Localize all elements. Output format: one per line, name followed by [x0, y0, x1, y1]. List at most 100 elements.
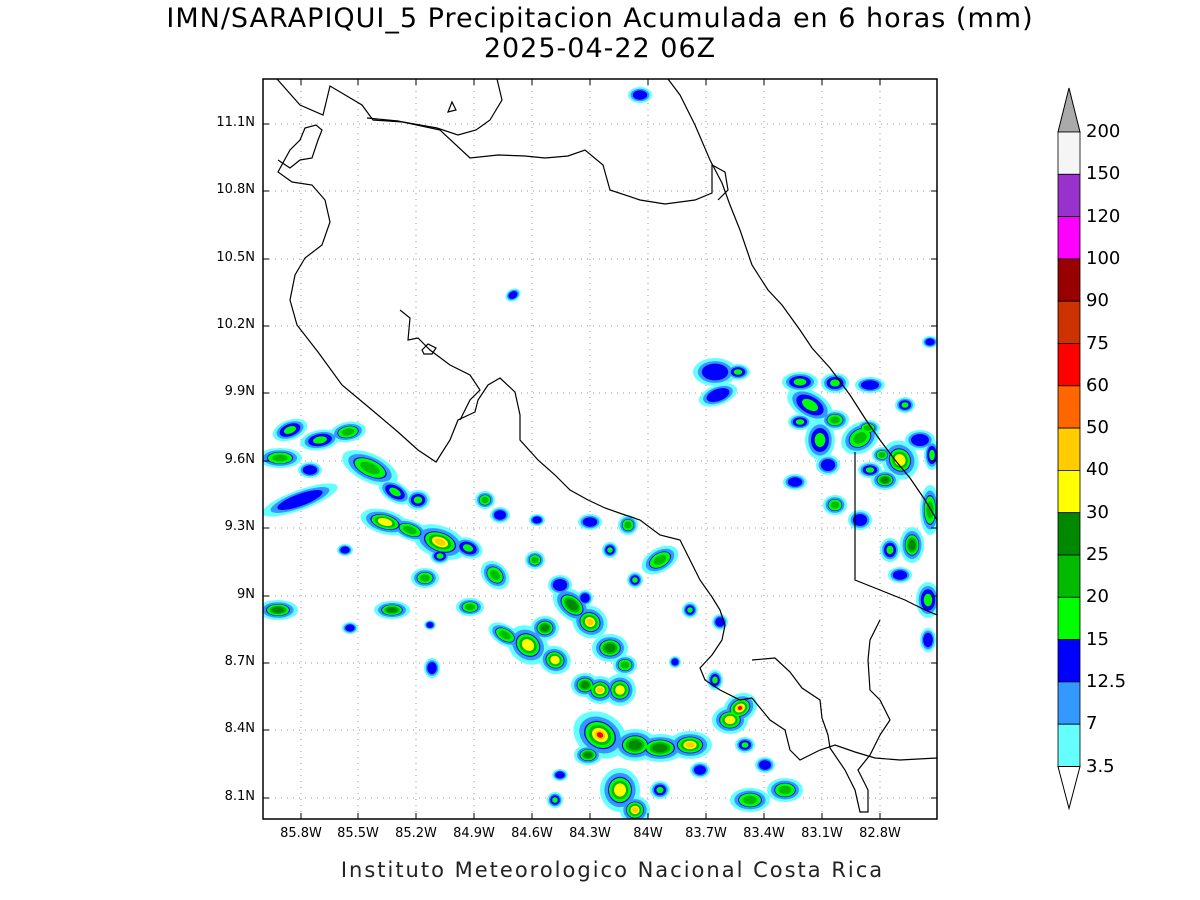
precip-cell [820, 459, 836, 471]
precip-cell [272, 607, 284, 613]
precip-cell [685, 742, 695, 748]
precip-cell [580, 593, 590, 603]
longitude-label: 84.9W [453, 826, 495, 841]
precip-cell [802, 398, 818, 412]
precip-cell [632, 807, 638, 813]
precip-cell [403, 525, 417, 535]
colorbar-segment [1057, 723, 1081, 767]
coastlines [276, 79, 937, 813]
latitude-label: 9.9N [224, 384, 255, 399]
precip-cell [272, 454, 288, 462]
precip-cell [724, 715, 736, 725]
precip-cell [341, 428, 355, 436]
precip-cell [540, 624, 550, 632]
map-title: IMN/SARAPIQUI_5 Precipitacion Acumulada … [166, 3, 1034, 34]
longitude-label: 84.3W [569, 826, 611, 841]
latitude-label: 9.6N [224, 452, 255, 467]
colorbar-segment [1057, 639, 1081, 683]
precip-cell [427, 662, 437, 674]
colorbar-segment [1057, 512, 1081, 556]
precip-cell [814, 433, 826, 447]
precip-cell [706, 388, 730, 402]
precip-cell [615, 685, 625, 695]
precip-cell [283, 426, 297, 434]
precip-cell [566, 599, 578, 611]
precip-cell [604, 643, 616, 653]
longitude-label: 84.6W [511, 826, 553, 841]
coastline-caribbean [667, 79, 937, 521]
colorbar-label: 20 [1086, 586, 1109, 608]
precip-cell [652, 743, 668, 753]
precip-cell [671, 658, 679, 666]
precip-cell [687, 607, 693, 613]
precip-cell [852, 514, 868, 526]
precip-cell [733, 369, 743, 375]
precip-cell [436, 553, 444, 559]
precip-cell [712, 676, 718, 684]
coastline-nicoya [277, 124, 753, 701]
longitude-label: 83.4W [743, 826, 785, 841]
colorbar-label: 100 [1086, 247, 1121, 269]
precip-cell [861, 380, 879, 390]
colorbar-segment [1057, 427, 1081, 471]
precip-cell [313, 436, 327, 444]
precip-cell [413, 496, 423, 504]
colorbar-label: 15 [1086, 628, 1109, 650]
precip-cell [743, 795, 757, 805]
colorbar-segment [1057, 596, 1081, 640]
precip-cell [582, 517, 598, 527]
precip-cell [499, 630, 511, 640]
colorbar-segment [1057, 300, 1081, 344]
longitude-label: 83.7W [685, 826, 727, 841]
colorbar-label: 30 [1086, 501, 1109, 523]
precip-cell [632, 577, 638, 583]
precip-cell [607, 547, 613, 553]
precip-cell [865, 467, 875, 473]
precip-cell [377, 518, 393, 526]
precip-cell [596, 687, 604, 693]
colorbar-segment [1057, 343, 1081, 387]
precip-cell [580, 681, 590, 689]
colorbar [1057, 87, 1081, 811]
precip-cell [632, 90, 648, 100]
precip-cell [302, 465, 318, 475]
colorbar-label: 200 [1086, 121, 1121, 142]
longitude-label: 83.1W [801, 826, 843, 841]
precip-cell [908, 539, 916, 551]
latitude-label: 11.1N [216, 115, 255, 130]
precip-cell [886, 545, 894, 555]
latitude-label: 8.4N [224, 721, 255, 736]
precip-cell [620, 661, 630, 669]
longitude-label: 82.8W [859, 826, 901, 841]
precip-cell [656, 786, 664, 794]
precip-cell [737, 705, 743, 711]
coastline-panama [751, 697, 937, 761]
footer-credit: Instituto Meteorologico Nacional Costa R… [340, 858, 885, 882]
precip-cell [550, 655, 560, 665]
precip-cell [929, 449, 935, 461]
colorbar-label: 40 [1086, 459, 1109, 481]
coastline-gulf [399, 309, 481, 421]
precip-cell [892, 570, 908, 580]
precip-cell [880, 477, 890, 483]
colorbar-segment [1057, 385, 1081, 429]
precip-cell [923, 593, 933, 607]
precipitation-field [263, 87, 937, 819]
precip-cell [462, 544, 474, 552]
latitude-label: 8.1N [224, 789, 255, 804]
precip-cell [521, 639, 535, 651]
longitude-label: 85.8W [280, 826, 322, 841]
island-north [447, 100, 457, 113]
latitude-label: 10.2N [216, 317, 255, 332]
precip-cell [552, 579, 568, 591]
precip-cell [624, 521, 632, 529]
precip-cell [759, 760, 771, 770]
precip-cell [586, 618, 594, 626]
colorbar-label: 50 [1086, 417, 1109, 439]
precip-cell [583, 752, 593, 758]
precip-cell [830, 501, 840, 509]
precip-cell [508, 291, 518, 299]
precip-cell [386, 607, 398, 613]
colorbar-label: 120 [1086, 205, 1121, 227]
precip-cell [490, 570, 500, 580]
